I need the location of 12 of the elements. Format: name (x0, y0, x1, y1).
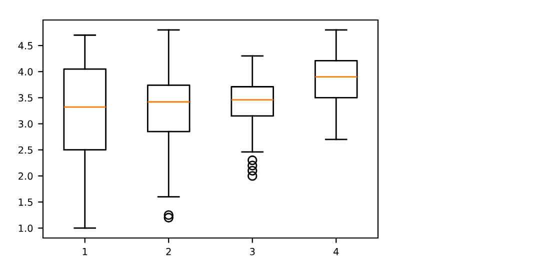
y-tick-label: 3.5 (18, 94, 32, 102)
y-tick-label: 1.0 (18, 224, 33, 232)
x-tick-label: 3 (250, 248, 255, 256)
x-tick-label: 1 (82, 248, 88, 256)
y-tick-label: 2.0 (18, 172, 33, 180)
x-tick-label: 4 (334, 248, 339, 256)
y-tick-label: 4.5 (18, 42, 32, 50)
y-tick-label: 1.5 (18, 198, 32, 206)
x-tick-label: 2 (166, 248, 171, 256)
y-tick-label: 3.0 (18, 120, 33, 128)
y-tick-label: 2.5 (18, 146, 32, 154)
y-tick-label: 4.0 (18, 68, 33, 76)
